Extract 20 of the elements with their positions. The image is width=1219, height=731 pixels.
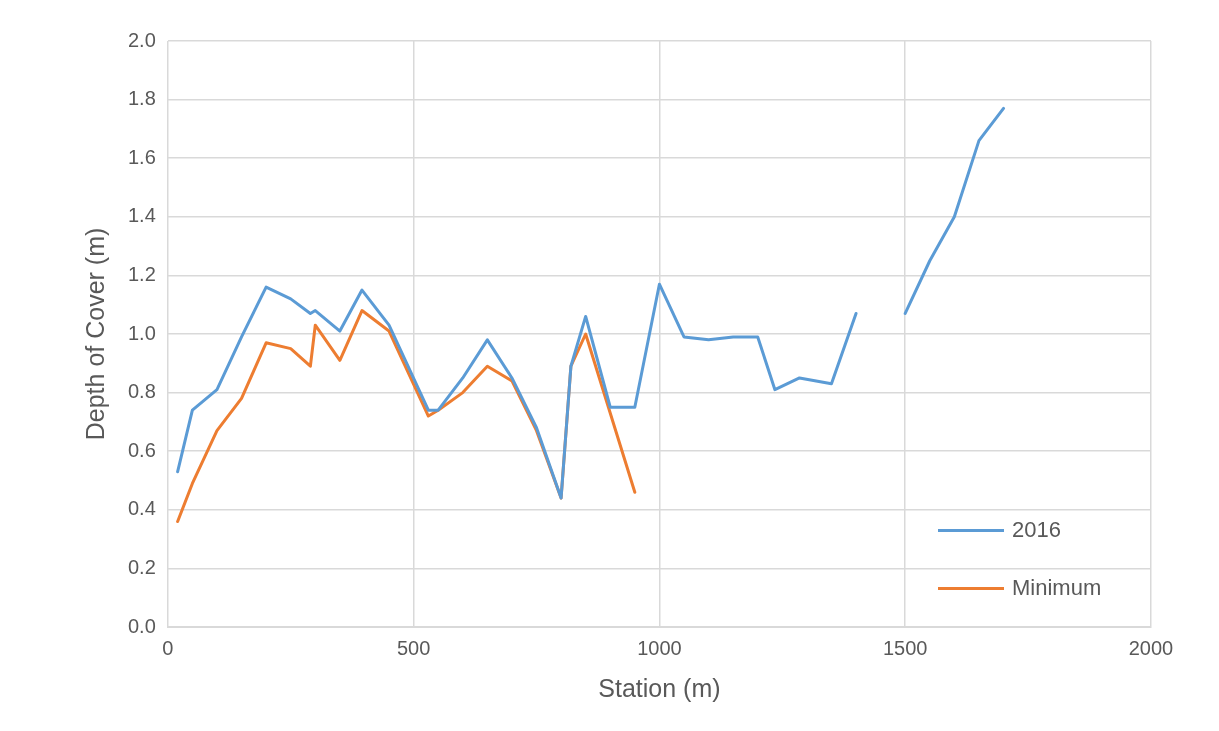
x-tick-label: 1500 xyxy=(882,636,928,659)
y-tick-label: 1.0 xyxy=(127,321,156,344)
y-tick-label: 1.2 xyxy=(127,262,156,285)
y-tick-label: 0.8 xyxy=(127,380,156,403)
y-tick-label: 0.2 xyxy=(127,555,156,578)
y-tick-label: 2.0 xyxy=(127,28,156,51)
x-tick-label: 0 xyxy=(162,636,174,659)
legend-label: Minimum xyxy=(1012,575,1102,601)
legend-label: 2016 xyxy=(1012,517,1061,543)
y-tick-label: 1.8 xyxy=(127,87,156,110)
y-axis-title: Depth of Cover (m) xyxy=(80,227,109,441)
x-axis-title: Station (m) xyxy=(598,673,721,702)
y-tick-label: 1.4 xyxy=(127,204,156,227)
y-tick-label: 0.4 xyxy=(127,497,156,520)
x-tick-label: 2000 xyxy=(1128,636,1174,659)
y-tick-label: 0.0 xyxy=(127,614,156,637)
x-tick-label: 1000 xyxy=(637,636,682,659)
y-tick-label: 0.6 xyxy=(127,438,156,461)
x-tick-label: 500 xyxy=(396,636,431,659)
y-tick-label: 1.6 xyxy=(127,145,156,168)
